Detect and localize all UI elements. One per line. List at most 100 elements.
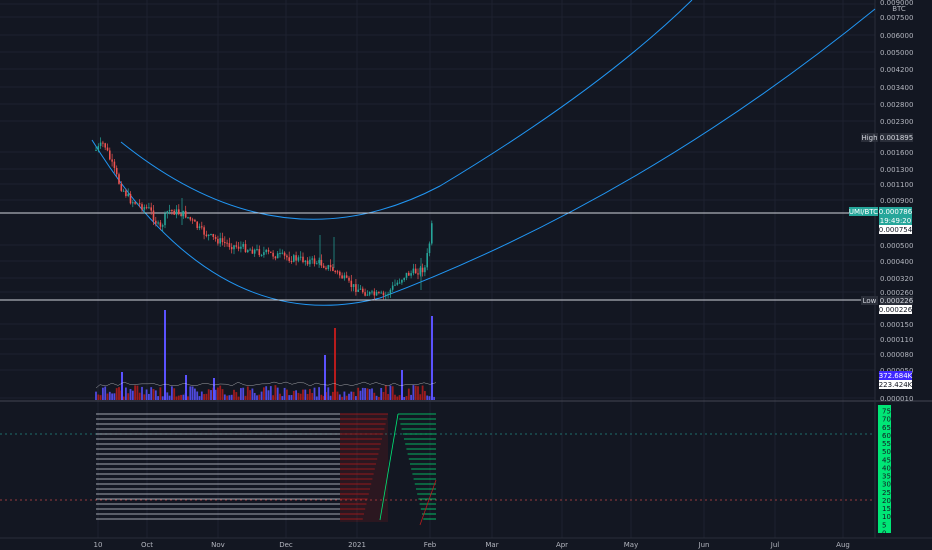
volume-bar <box>361 387 364 400</box>
candle <box>288 251 290 263</box>
candle <box>157 220 159 226</box>
candle <box>164 211 166 229</box>
volume-bar <box>426 395 429 400</box>
volume-bar <box>129 389 132 400</box>
candle <box>155 216 157 227</box>
candle <box>263 246 265 258</box>
candle <box>189 216 192 222</box>
candle <box>129 191 132 205</box>
volume-bar <box>352 391 355 400</box>
date-axis[interactable]: 10 Oct Nov Dec 2021 Feb Mar Apr May Jun Jul Aug <box>94 541 850 549</box>
indicator-pane <box>96 413 437 526</box>
volume-bar <box>359 390 362 400</box>
candle <box>417 268 419 280</box>
price-tick-label: 0.000900 <box>880 197 913 205</box>
volume-bar <box>380 387 383 400</box>
candle <box>191 217 194 224</box>
volume-bar <box>375 395 378 400</box>
candle <box>237 242 240 252</box>
candle <box>148 202 150 209</box>
high-marker: High 0.001895 <box>861 133 913 142</box>
volume-bar <box>161 396 164 400</box>
horizontal-lines <box>0 212 875 301</box>
volume-bar <box>152 389 155 400</box>
volume-bar <box>194 388 196 400</box>
volume-bar <box>148 393 150 400</box>
candle <box>120 181 123 192</box>
candle <box>212 233 215 240</box>
volume-bar <box>235 392 238 400</box>
candle <box>145 204 148 210</box>
candle <box>111 153 113 167</box>
indicator-tick-label: 5 <box>882 521 886 529</box>
volume-bar <box>371 388 373 400</box>
volume-bar <box>299 393 302 400</box>
candle <box>102 140 104 148</box>
candle <box>127 188 129 198</box>
candle <box>348 275 350 283</box>
volume-bar <box>189 386 192 400</box>
candle <box>334 270 336 274</box>
volume-bar <box>405 396 408 400</box>
volume-bar <box>407 388 410 400</box>
candle <box>141 202 143 212</box>
candle <box>332 263 334 272</box>
volume-bar <box>384 385 387 400</box>
volume-bar <box>295 390 297 400</box>
candle <box>375 289 378 296</box>
candle <box>104 142 106 151</box>
candle <box>118 172 120 185</box>
candle <box>256 244 258 252</box>
candle <box>403 277 405 282</box>
volume-bar <box>279 393 281 400</box>
candle <box>125 188 127 198</box>
candle <box>143 204 146 214</box>
candle <box>396 280 399 286</box>
date-tick-label: Jun <box>698 541 710 549</box>
volume-bar <box>265 386 268 400</box>
candle <box>426 248 428 271</box>
volume-spike <box>213 378 215 400</box>
price-axis[interactable]: BTC 0.007500 0.006000 0.005000 0.004200 0.00… <box>880 0 913 403</box>
candle <box>290 256 293 264</box>
candle <box>320 254 323 268</box>
candle <box>421 263 424 277</box>
volume-bar <box>191 386 194 400</box>
volume-spike <box>431 316 433 400</box>
price-tick-label: 0.002300 <box>880 118 913 126</box>
volume-bar <box>433 396 435 400</box>
volume-bar <box>417 386 419 400</box>
volume-bar <box>237 396 240 400</box>
candle <box>260 253 263 257</box>
candle <box>431 220 433 246</box>
volume-bar <box>182 394 185 400</box>
volume-bar <box>122 396 125 400</box>
volume-spike <box>324 355 326 400</box>
volume-bar <box>297 392 300 400</box>
volume-bar <box>205 393 208 400</box>
candle <box>297 255 300 263</box>
volume-bar <box>143 394 146 400</box>
svg-text:19:49:20: 19:49:20 <box>880 217 911 225</box>
price-tick-label: 0.000110 <box>880 336 913 344</box>
volume-bar <box>154 390 157 400</box>
volume-bar <box>336 391 339 400</box>
svg-text:372.684K: 372.684K <box>879 372 913 380</box>
volume-bar <box>106 393 109 400</box>
candle <box>281 249 284 255</box>
svg-text:High: High <box>861 134 877 142</box>
candle <box>138 199 141 208</box>
candle <box>391 281 394 292</box>
candle <box>405 272 408 281</box>
indicator-tick-label: 45 <box>882 456 891 464</box>
candle <box>371 289 373 295</box>
volume-bar <box>272 395 274 400</box>
candle <box>327 264 330 271</box>
volume-bar <box>108 391 111 400</box>
candle <box>355 279 357 296</box>
candle <box>366 290 369 296</box>
volume-bars <box>95 310 437 400</box>
volume-bar <box>382 391 385 400</box>
volume-bar <box>274 385 277 400</box>
